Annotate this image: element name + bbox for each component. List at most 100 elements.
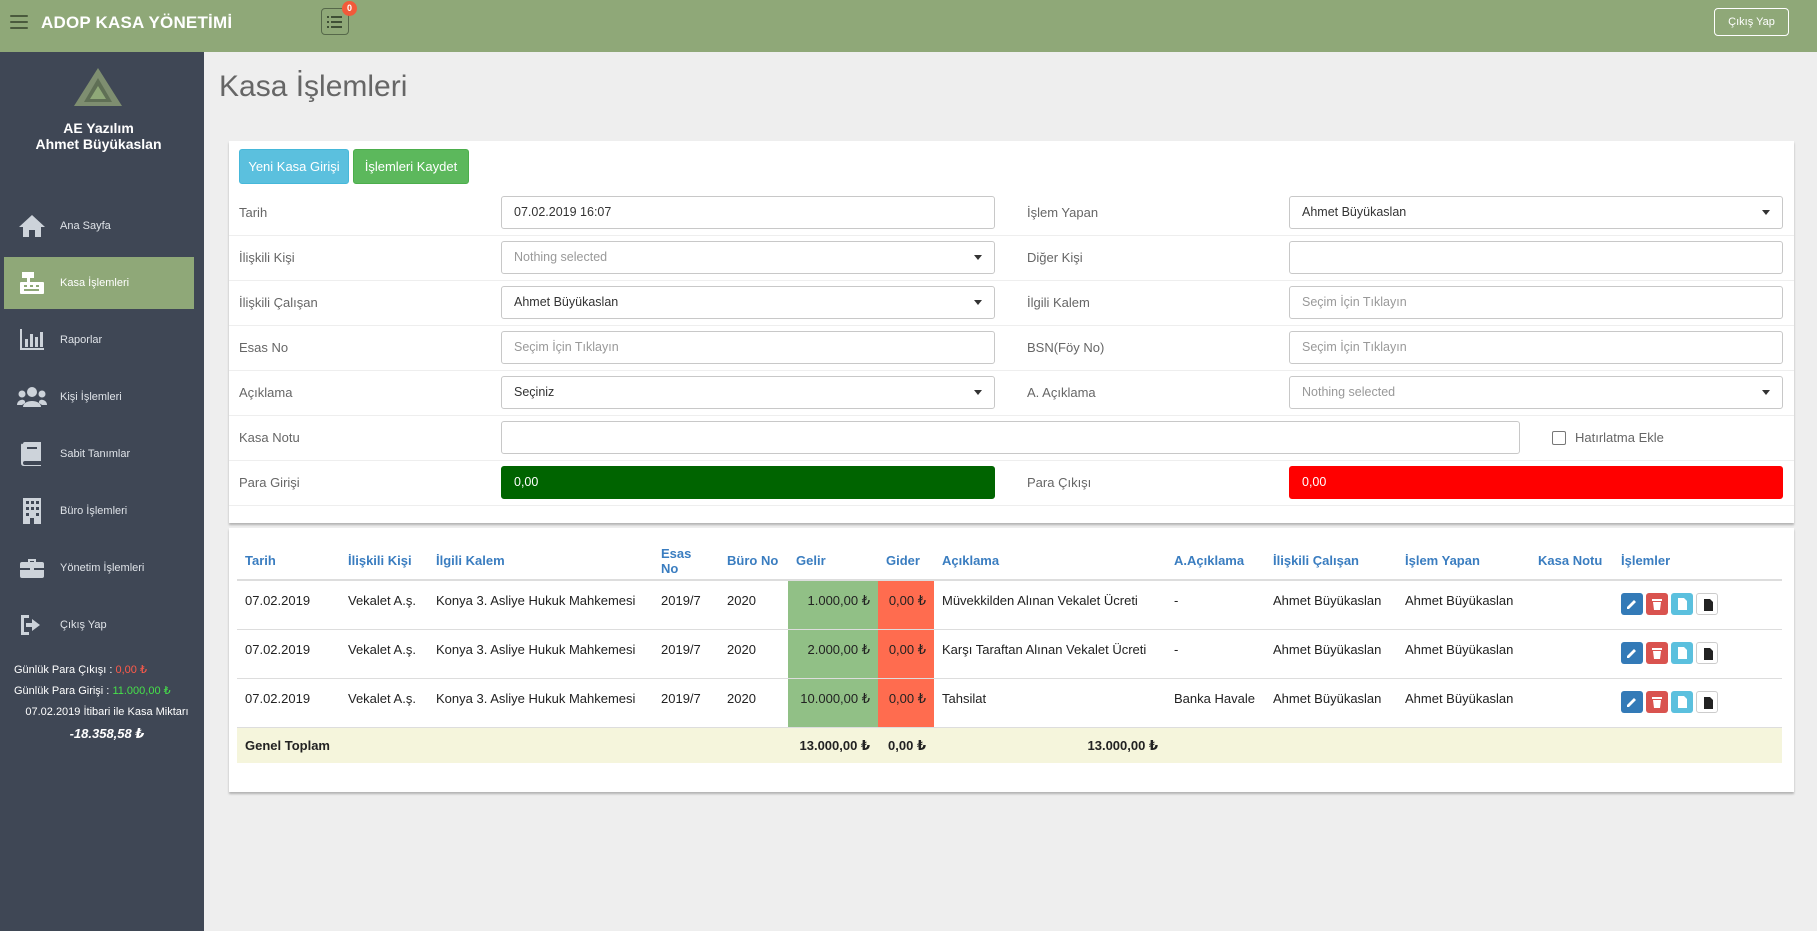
cash-register-icon (16, 269, 48, 297)
aciklama-select[interactable]: Seçiniz (501, 376, 995, 409)
cell-kisi: Vekalet A.ş. (340, 678, 428, 728)
cell-buro: 2020 (719, 678, 788, 728)
cell-kisi: Vekalet A.ş. (340, 629, 428, 679)
task-count-badge: 0 (342, 1, 357, 16)
logout-button[interactable]: Çıkış Yap (1714, 8, 1789, 36)
chevron-down-icon (974, 300, 982, 305)
kasa-notu-input[interactable] (501, 421, 1520, 454)
trash-icon[interactable] (1646, 641, 1668, 664)
column-header[interactable]: Kasa Notu (1530, 542, 1613, 581)
sidebar-item-label: Ana Sayfa (60, 220, 111, 232)
esas-no-input[interactable]: Seçim İçin Tıklayın (501, 331, 995, 364)
total-label: Genel Toplam (237, 727, 788, 763)
new-entry-button[interactable]: Yeni Kasa Girişi (239, 149, 349, 184)
transactions-table: Tarih İlişkili Kişi İlgili Kalem Esas No… (237, 542, 1782, 763)
pencil-icon[interactable] (1621, 593, 1643, 615)
column-header[interactable]: İşlemler (1613, 542, 1782, 581)
iliskili-kisi-label: İlişkili Kişi (239, 250, 295, 265)
sidebar-item-yonetim-islemleri[interactable]: Yönetim İşlemleri (4, 542, 194, 594)
sidebar-item-label: Kişi İşlemleri (60, 391, 122, 403)
sidebar-item-kasa-islemleri[interactable]: Kasa İşlemleri (4, 257, 194, 309)
iliskili-calisan-label: İlişkili Çalışan (239, 295, 318, 310)
islem-yapan-label: İşlem Yapan (1027, 205, 1099, 220)
save-transactions-button[interactable]: İşlemleri Kaydet (353, 149, 469, 184)
sidebar-item-kisi-islemleri[interactable]: Kişi İşlemleri (4, 371, 194, 423)
islem-yapan-select[interactable]: Ahmet Büyükaslan (1289, 196, 1783, 229)
cell-kisi: Vekalet A.ş. (340, 580, 428, 630)
tarih-input[interactable]: 07.02.2019 16:07 (501, 196, 995, 229)
iliskili-calisan-select[interactable]: Ahmet Büyükaslan (501, 286, 995, 319)
hamburger-menu-icon[interactable] (10, 15, 28, 29)
form-row-iliskili-calisan: İlişkili Çalışan Ahmet Büyükaslan İlgili… (229, 281, 1794, 326)
table-row: 07.02.2019 Vekalet A.ş. Konya 3. Asliye … (237, 580, 1782, 630)
para-cikisi-input[interactable]: 0,00 (1289, 466, 1783, 499)
book-icon (16, 440, 48, 468)
column-header[interactable]: İlişkili Kişi (340, 542, 428, 581)
trash-icon[interactable] (1646, 593, 1668, 615)
transactions-panel: Tarih İlişkili Kişi İlgili Kalem Esas No… (229, 528, 1794, 792)
diger-kisi-label: Diğer Kişi (1027, 250, 1083, 265)
pencil-icon[interactable] (1621, 690, 1643, 713)
cell-esas: 2019/7 (653, 629, 719, 679)
sidebar-item-ana-sayfa[interactable]: Ana Sayfa (4, 200, 194, 252)
column-header[interactable]: İlişkili Çalışan (1265, 542, 1397, 581)
file-icon[interactable] (1696, 593, 1718, 615)
ilgili-kalem-input[interactable]: Seçim İçin Tıklayın (1289, 286, 1783, 319)
diger-kisi-input[interactable] (1289, 241, 1783, 274)
cell-esas: 2019/7 (653, 678, 719, 728)
cell-islem-yapan: Ahmet Büyükaslan (1397, 629, 1530, 679)
cell-kalem: Konya 3. Asliye Hukuk Mahkemesi (428, 678, 653, 728)
column-header[interactable]: Esas No (653, 542, 719, 581)
a-aciklama-select[interactable]: Nothing selected (1289, 376, 1783, 409)
document-icon[interactable] (1671, 690, 1693, 713)
total-empty (1166, 727, 1782, 763)
iliskili-kisi-select[interactable]: Nothing selected (501, 241, 995, 274)
chevron-down-icon (1762, 390, 1770, 395)
column-header[interactable]: Tarih (237, 542, 340, 581)
column-header[interactable]: Büro No (719, 542, 788, 581)
para-girisi-input[interactable]: 0,00 (501, 466, 995, 499)
total-row: Genel Toplam 13.000,00 ₺ 0,00 ₺ 13.000,0… (237, 727, 1782, 763)
cash-summary: Günlük Para Çıkışı : 0,00 ₺ Günlük Para … (14, 660, 200, 744)
cell-buro: 2020 (719, 629, 788, 679)
sidebar-item-sabit-tanimlar[interactable]: Sabit Tanımlar (4, 428, 194, 480)
bsn-input[interactable]: Seçim İçin Tıklayın (1289, 331, 1783, 364)
users-icon (16, 383, 48, 411)
home-icon (16, 212, 48, 240)
file-icon[interactable] (1696, 690, 1718, 713)
column-header[interactable]: İlgili Kalem (428, 542, 653, 581)
column-header[interactable]: Gider (878, 542, 934, 581)
aciklama-label: Açıklama (239, 385, 293, 400)
total-gider: 0,00 ₺ (878, 727, 934, 763)
column-header[interactable]: A.Açıklama (1166, 542, 1265, 581)
sidebar-item-cikis-yap[interactable]: Çıkış Yap (4, 599, 194, 651)
tarih-label: Tarih (239, 205, 268, 220)
bsn-label: BSN(Föy No) (1027, 340, 1105, 355)
cell-actions (1613, 580, 1782, 630)
cell-esas: 2019/7 (653, 580, 719, 630)
task-list-button[interactable] (321, 8, 349, 35)
column-header[interactable]: Gelir (788, 542, 878, 581)
sidebar: AE Yazılım Ahmet Büyükaslan Ana Sayfa Ka… (0, 52, 204, 931)
sidebar-item-raporlar[interactable]: Raporlar (4, 314, 194, 366)
cell-gelir: 1.000,00 ₺ (788, 580, 878, 630)
iliskili-kisi-value: Nothing selected (514, 250, 608, 264)
cell-a-aciklama: Banka Havale (1166, 678, 1265, 728)
form-row-aciklama: Açıklama Seçiniz A. Açıklama Nothing sel… (229, 371, 1794, 416)
document-icon[interactable] (1671, 593, 1693, 615)
cell-tarih: 07.02.2019 (237, 580, 340, 630)
reminder-label: Hatırlatma Ekle (1575, 430, 1664, 445)
column-header[interactable]: Açıklama (934, 542, 1166, 581)
trash-icon[interactable] (1646, 690, 1668, 713)
pencil-icon[interactable] (1621, 641, 1643, 664)
reminder-checkbox[interactable] (1552, 431, 1566, 445)
cell-calisan: Ahmet Büyükaslan (1265, 678, 1397, 728)
sidebar-item-buro-islemleri[interactable]: Büro İşlemleri (4, 485, 194, 537)
column-header[interactable]: İşlem Yapan (1397, 542, 1530, 581)
sidebar-item-label: Çıkış Yap (60, 619, 107, 631)
file-icon[interactable] (1696, 641, 1718, 664)
document-icon[interactable] (1671, 641, 1693, 664)
task-list-icon (327, 15, 342, 28)
a-aciklama-value: Nothing selected (1302, 385, 1396, 399)
cell-kalem: Konya 3. Asliye Hukuk Mahkemesi (428, 580, 653, 630)
